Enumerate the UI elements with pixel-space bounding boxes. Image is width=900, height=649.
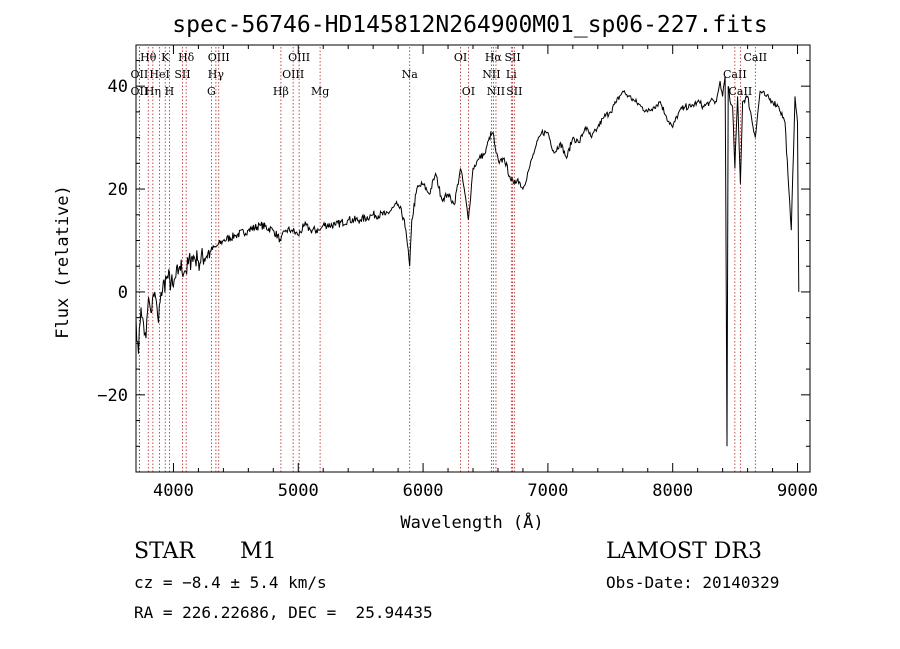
marker-label: OIII: [288, 51, 310, 64]
y-tick-label: −20: [97, 386, 128, 406]
x-axis-ticks: 4000 5000 6000 7000 8000 9000: [153, 45, 818, 501]
x-tick-label: 9000: [777, 481, 818, 501]
marker-label: NII: [482, 68, 500, 81]
x-tick-label: 5000: [278, 481, 319, 501]
marker-label: G: [207, 85, 216, 98]
y-tick-label: 20: [108, 180, 128, 200]
marker-label: Hδ: [178, 51, 195, 64]
object-subclass: M1: [240, 539, 277, 564]
marker-label: OIII: [208, 51, 230, 64]
object-class: STAR: [134, 539, 195, 564]
marker-label: OII: [131, 85, 149, 98]
marker-label: SII: [506, 85, 522, 98]
marker-label: OI: [454, 51, 467, 64]
marker-label: Hη: [145, 85, 161, 98]
marker-label: Hα: [485, 51, 503, 64]
plot-frame: [135, 44, 811, 473]
chart-title: spec-56746-HD145812N264900M01_sp06-227.f…: [172, 12, 767, 38]
marker-label: Mg: [311, 85, 329, 98]
marker-label: OIII: [282, 68, 304, 81]
x-tick-label: 4000: [153, 481, 194, 501]
marker-label: OII: [131, 68, 149, 81]
marker-label: K: [161, 51, 170, 64]
marker-lines: [138, 47, 756, 472]
redshift-value: cz = −8.4 ± 5.4 km/s: [134, 573, 327, 592]
marker-label: SII: [174, 68, 190, 81]
marker-label: NII: [487, 85, 505, 98]
marker-label: Hθ: [140, 51, 157, 64]
y-axis-label: Flux (relative): [53, 185, 73, 339]
marker-label: CaII: [729, 85, 753, 98]
spectrum-series-line: [135, 75, 800, 447]
x-tick-label: 6000: [403, 481, 444, 501]
marker-label: CaII: [743, 51, 767, 64]
coordinates: RA = 226.22686, DEC = 25.94435: [134, 603, 433, 622]
x-axis-label: Wavelength (Å): [400, 511, 543, 533]
x-tick-label: 7000: [527, 481, 568, 501]
y-axis-ticks: −20 0 20 40: [97, 59, 810, 447]
marker-label: OI: [462, 85, 475, 98]
marker-label: Hβ: [273, 85, 289, 98]
x-tick-label: 8000: [652, 481, 693, 501]
observation-date: Obs-Date: 20140329: [606, 573, 780, 592]
y-tick-label: 0: [118, 283, 128, 303]
marker-label: Na: [402, 68, 419, 81]
marker-label: H: [165, 85, 175, 98]
survey-name: LAMOST DR3: [606, 539, 762, 564]
marker-label: HeI: [149, 68, 169, 81]
y-tick-label: 40: [108, 77, 128, 97]
marker-label: Hγ: [208, 68, 225, 81]
marker-label: SII: [504, 51, 520, 64]
marker-label: Li: [506, 68, 517, 81]
marker-label: CaII: [723, 68, 747, 81]
